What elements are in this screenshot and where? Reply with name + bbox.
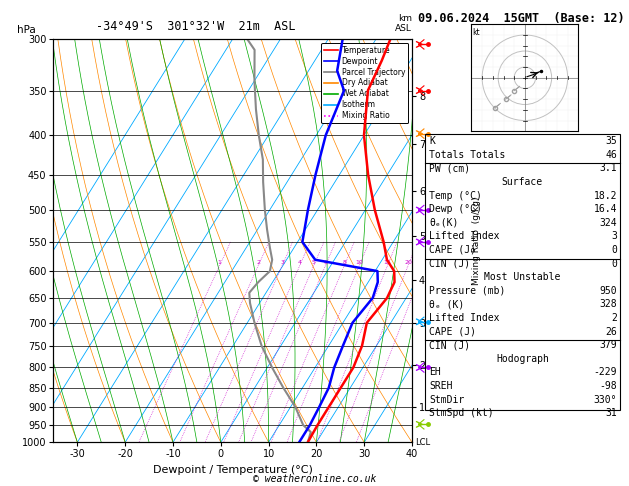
Text: SREH: SREH [429,381,452,391]
Text: CAPE (J): CAPE (J) [429,327,476,337]
Text: CIN (J): CIN (J) [429,259,470,269]
Text: 31: 31 [605,408,617,418]
Text: 35: 35 [605,136,617,146]
Text: Lifted Index: Lifted Index [429,313,499,323]
Text: 15: 15 [384,260,391,265]
Text: hPa: hPa [17,25,36,35]
Text: km
ASL: km ASL [395,14,412,33]
Text: Pressure (mb): Pressure (mb) [429,286,505,296]
Text: 0: 0 [611,259,617,269]
Text: -229: -229 [594,367,617,378]
Text: StmSpd (kt): StmSpd (kt) [429,408,494,418]
Text: 324: 324 [599,218,617,228]
Text: 3: 3 [280,260,284,265]
Text: 26: 26 [605,327,617,337]
Text: 16.4: 16.4 [594,204,617,214]
Text: 2: 2 [256,260,260,265]
Text: 379: 379 [599,340,617,350]
Text: 0: 0 [611,245,617,255]
Legend: Temperature, Dewpoint, Parcel Trajectory, Dry Adiabat, Wet Adiabat, Isotherm, Mi: Temperature, Dewpoint, Parcel Trajectory… [321,43,408,123]
Text: 8: 8 [342,260,347,265]
Text: 328: 328 [599,299,617,310]
Text: kt: kt [472,28,480,36]
Text: EH: EH [429,367,441,378]
Text: StmDir: StmDir [429,395,464,405]
Text: 3.1: 3.1 [599,163,617,174]
X-axis label: Dewpoint / Temperature (°C): Dewpoint / Temperature (°C) [153,465,313,475]
Text: 1: 1 [218,260,221,265]
Text: CIN (J): CIN (J) [429,340,470,350]
Text: 20: 20 [404,260,412,265]
Text: Lifted Index: Lifted Index [429,231,499,242]
Text: Temp (°C): Temp (°C) [429,191,482,201]
Text: 09.06.2024  15GMT  (Base: 12): 09.06.2024 15GMT (Base: 12) [418,12,625,25]
Text: K: K [429,136,435,146]
Text: Hodograph: Hodograph [496,354,549,364]
Text: PW (cm): PW (cm) [429,163,470,174]
Text: Most Unstable: Most Unstable [484,272,560,282]
Text: 5: 5 [312,260,316,265]
Text: 2: 2 [611,313,617,323]
Text: -34°49'S  301°32'W  21m  ASL: -34°49'S 301°32'W 21m ASL [96,20,296,33]
Text: 950: 950 [599,286,617,296]
Text: -98: -98 [599,381,617,391]
Text: © weatheronline.co.uk: © weatheronline.co.uk [253,473,376,484]
Text: 18.2: 18.2 [594,191,617,201]
Text: 6: 6 [323,260,328,265]
Text: Totals Totals: Totals Totals [429,150,505,160]
Text: Dewp (°C): Dewp (°C) [429,204,482,214]
Text: Mixing Ratio  (g/kg): Mixing Ratio (g/kg) [472,196,481,285]
Text: CAPE (J): CAPE (J) [429,245,476,255]
Text: 10: 10 [355,260,363,265]
Text: Surface: Surface [502,177,543,187]
Text: LCL: LCL [416,438,431,447]
Text: 3: 3 [611,231,617,242]
Text: θₑ(K): θₑ(K) [429,218,459,228]
Text: 4: 4 [298,260,302,265]
Text: 330°: 330° [594,395,617,405]
Text: 46: 46 [605,150,617,160]
Text: θₑ (K): θₑ (K) [429,299,464,310]
